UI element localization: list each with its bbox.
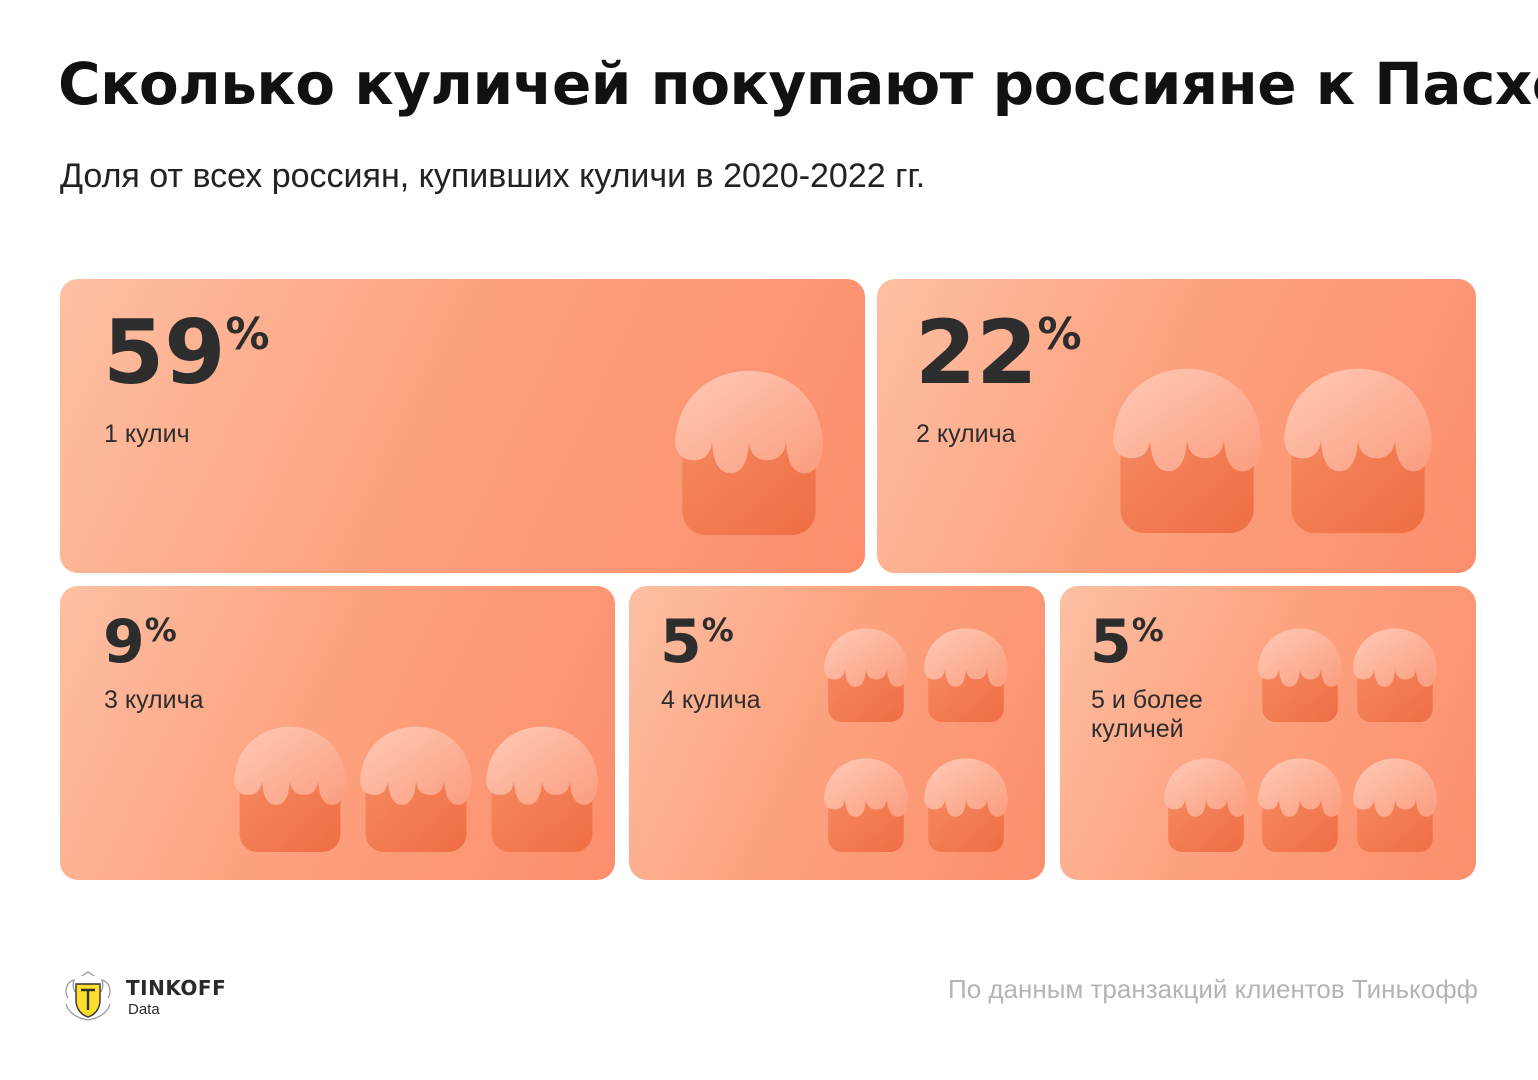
percent-sign: % [1037,309,1082,360]
stat-card-3-cakes: 9% 3 кулича [60,586,615,880]
stat-card-4-cakes: 5% 4 кулича [629,586,1045,880]
page-subtitle: Доля от всех россиян, купивших куличи в … [60,157,926,195]
kulich-cake-icon [1258,758,1342,852]
cake-illustration-3 [234,726,598,852]
kulich-cake-icon [824,628,908,722]
stat-label: 3 кулича [104,686,204,714]
page-title: Сколько куличей покупают россияне к Пасх… [58,50,1538,118]
percent-sign: % [144,611,177,649]
stat-card-2-cakes: 22% 2 кулича [877,279,1476,573]
stat-label: 1 кулич [104,420,190,448]
kulich-cake-icon [924,758,1008,852]
stat-value: 5 [1090,607,1132,677]
stat-label: 4 кулича [661,686,761,714]
stat-value: 22 [915,301,1038,404]
percent-sign: % [225,309,270,360]
stat-card-5-plus-cakes: 5% 5 и более куличей [1060,586,1476,880]
kulich-cake-icon [360,726,472,852]
brand-name: TINKOFF [126,976,227,1000]
stat-percent: 59% [103,309,270,397]
stat-card-1-cake: 59% 1 кулич [60,279,865,573]
stat-percent: 22% [915,309,1082,397]
kulich-cake-icon [1113,368,1261,533]
kulich-cake-icon [824,758,908,852]
cake-illustration-4 [824,628,1008,852]
stat-label: 2 кулича [916,420,1016,448]
kulich-cake-icon [924,628,1008,722]
percent-sign: % [701,611,734,649]
brand-logo: TINKOFF Data [58,970,226,1024]
kulich-cake-icon [1258,628,1342,722]
kulich-cake-icon [1164,758,1248,852]
cake-illustration-5 [1164,628,1437,852]
kulich-cake-icon [486,726,598,852]
data-source-note: По данным транзакций клиентов Тинькофф [948,974,1478,1004]
stat-label: 5 и более куличей [1091,686,1203,743]
stat-percent: 5% [660,612,734,672]
stat-percent: 9% [103,612,177,672]
cake-illustration-2 [1113,368,1432,533]
kulich-cake-icon [1284,368,1432,533]
kulich-cake-icon [1353,628,1437,722]
kulich-cake-icon [234,726,346,852]
kulich-cake-icon [1353,758,1437,852]
stat-percent: 5% [1090,612,1164,672]
brand-subtitle: Data [128,1001,160,1018]
percent-sign: % [1131,611,1164,649]
kulich-cake-icon [675,370,823,535]
tinkoff-emblem-icon [65,971,111,1021]
stat-value: 59 [103,301,226,404]
stat-value: 9 [103,607,145,677]
stat-value: 5 [660,607,702,677]
cake-illustration-1 [675,370,823,535]
